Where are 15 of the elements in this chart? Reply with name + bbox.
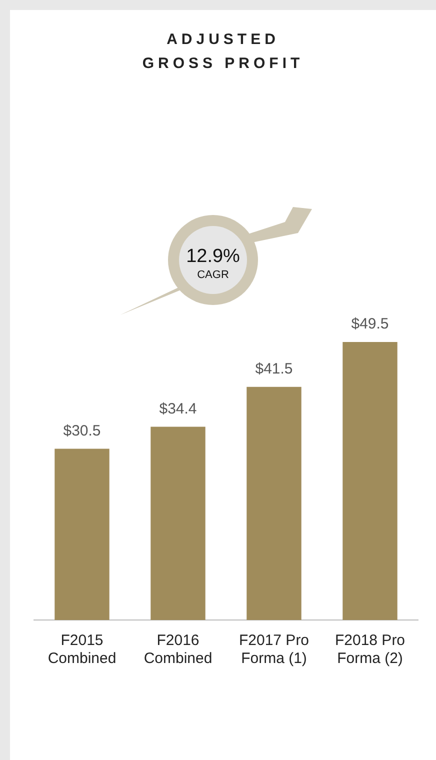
x-tick-label: F2017 Pro Forma (1) bbox=[238, 632, 310, 668]
data-label: $30.5 bbox=[63, 422, 101, 440]
data-label: $41.5 bbox=[255, 360, 293, 378]
x-tick-label: F2015 Combined bbox=[48, 632, 116, 668]
bar bbox=[54, 448, 110, 620]
chart-title: ADJUSTED GROSS PROFIT bbox=[141, 30, 305, 74]
data-label: $49.5 bbox=[351, 316, 389, 333]
text: CAGR bbox=[196, 269, 230, 281]
bar bbox=[342, 342, 398, 620]
bar bbox=[246, 386, 302, 620]
x-tick-label: F2018 Pro Forma (2) bbox=[334, 632, 406, 668]
x-tick-label: F2016 Combined bbox=[144, 632, 212, 668]
data-label: $34.4 bbox=[159, 400, 197, 418]
text: 12.9% bbox=[185, 246, 241, 268]
bar bbox=[150, 426, 206, 620]
